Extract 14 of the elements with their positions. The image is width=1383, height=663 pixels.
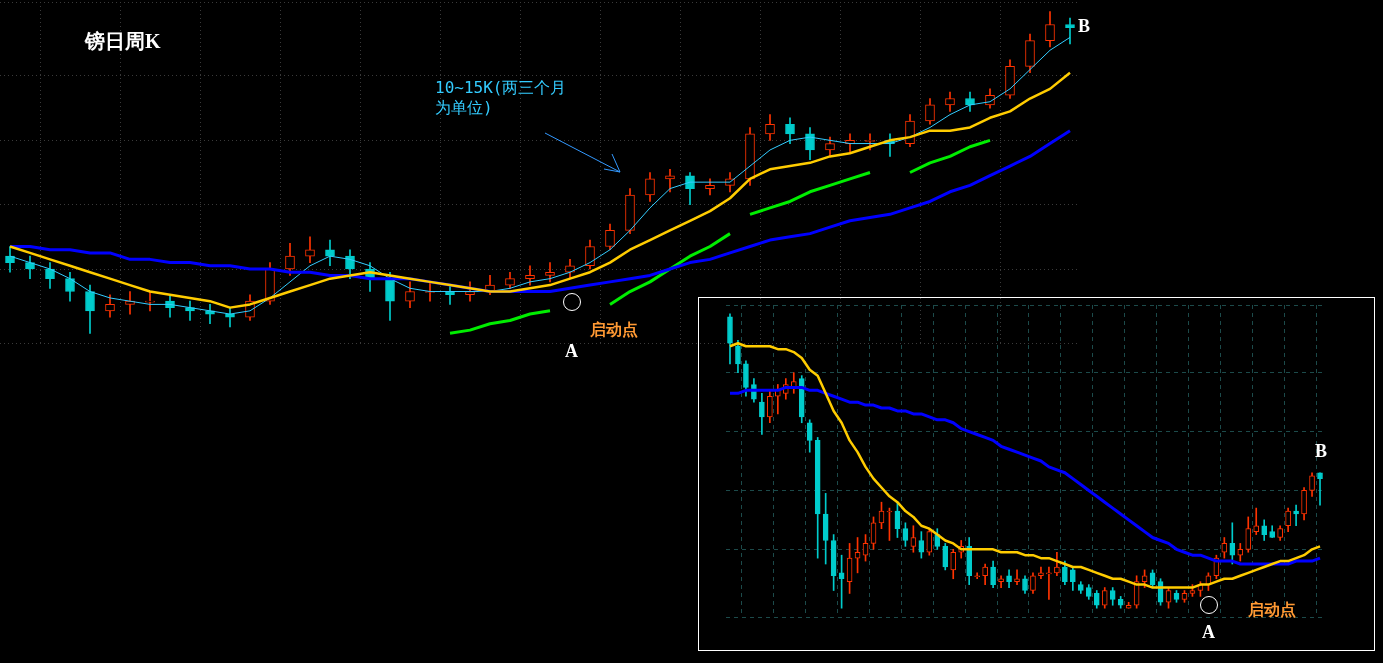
annotation: 启动点 [590, 320, 638, 340]
candlestick [545, 262, 555, 283]
candlestick [1065, 17, 1075, 45]
candlestick [1317, 472, 1323, 506]
candlestick [1046, 566, 1052, 600]
annotation: 10~15K(两三个月为单位) [435, 78, 568, 118]
text: A [565, 341, 578, 361]
annotation: B [1315, 441, 1328, 461]
annotation: B [1078, 16, 1091, 36]
annotation: 启动点 [1248, 600, 1296, 620]
text: 镑日周K [85, 29, 161, 54]
candlestick [145, 291, 155, 312]
text: A [1202, 622, 1215, 642]
candlestick [666, 168, 674, 193]
